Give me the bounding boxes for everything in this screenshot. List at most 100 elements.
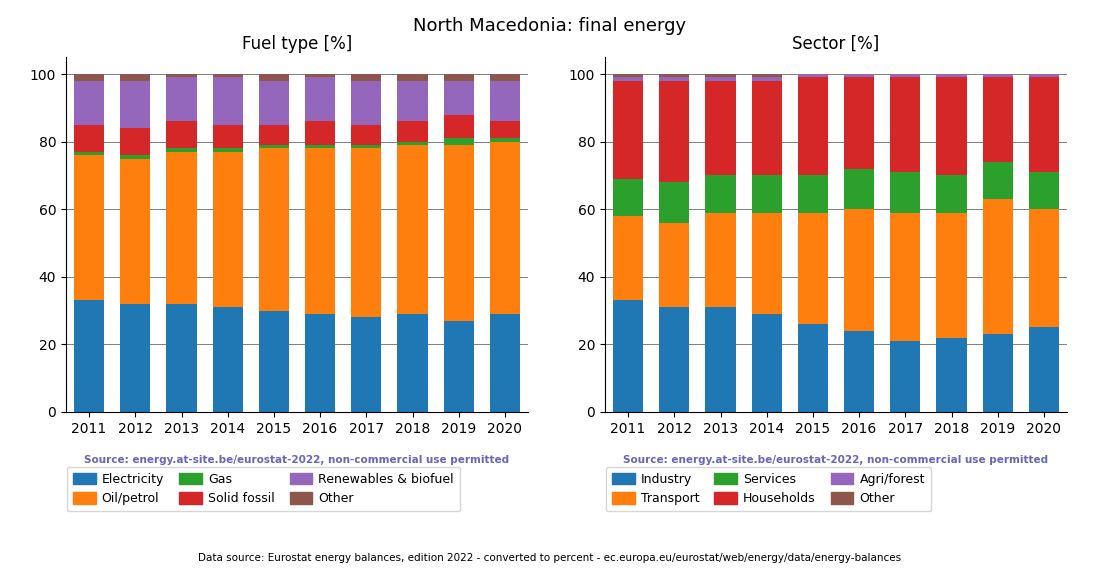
Bar [397,314,428,412]
Bar [659,223,690,307]
Bar [982,74,1013,77]
Title: Fuel type [%]: Fuel type [%] [242,35,352,53]
Bar [1028,74,1059,77]
Bar [397,142,428,145]
Bar [936,337,967,412]
Bar [659,182,690,223]
Bar [751,77,782,81]
Text: Data source: Eurostat energy balances, edition 2022 - converted to percent - ec.: Data source: Eurostat energy balances, e… [198,554,902,563]
Bar [305,148,336,314]
Bar [305,145,336,148]
Bar [936,77,967,176]
Bar [705,77,736,81]
Text: Source: energy.at-site.be/eurostat-2022, non-commercial use permitted: Source: energy.at-site.be/eurostat-2022,… [85,455,509,464]
Bar [844,209,875,331]
Text: North Macedonia: final energy: North Macedonia: final energy [414,17,686,35]
Bar [490,121,520,138]
Bar [936,74,967,77]
Bar [613,179,644,216]
Bar [212,152,243,307]
Bar [258,81,289,125]
Bar [490,74,520,81]
Bar [982,77,1013,162]
Bar [120,81,151,128]
Bar [890,77,921,172]
Bar [613,216,644,300]
Title: Sector [%]: Sector [%] [792,35,880,53]
Bar [1028,172,1059,209]
Bar [798,213,828,324]
Bar [890,213,921,341]
Bar [844,169,875,209]
Bar [490,81,520,121]
Bar [74,152,104,155]
Bar [443,145,474,321]
Bar [120,155,151,158]
Bar [397,145,428,314]
Bar [212,125,243,148]
Bar [74,155,104,300]
Bar [305,121,336,145]
Bar [844,74,875,77]
Bar [705,307,736,412]
Bar [751,74,782,77]
Bar [351,125,382,145]
Bar [798,324,828,412]
Bar [351,81,382,125]
Bar [351,145,382,148]
Bar [120,158,151,304]
Bar [798,74,828,77]
Bar [258,148,289,311]
Bar [490,142,520,314]
Bar [890,74,921,77]
Bar [120,74,151,81]
Bar [212,74,243,77]
Bar [443,321,474,412]
Bar [890,172,921,213]
Bar [166,304,197,412]
Bar [705,81,736,176]
Bar [305,314,336,412]
Bar [613,300,644,412]
Bar [443,74,474,81]
Bar [166,152,197,304]
Bar [844,331,875,412]
Bar [1028,77,1059,172]
Bar [443,114,474,138]
Bar [74,74,104,81]
Bar [751,314,782,412]
Bar [443,81,474,114]
Bar [74,125,104,152]
Bar [1028,327,1059,412]
Bar [982,334,1013,412]
Bar [166,121,197,148]
Bar [844,77,875,169]
Bar [659,74,690,77]
Bar [1028,209,1059,327]
Bar [212,307,243,412]
Bar [351,148,382,317]
Bar [166,148,197,152]
Bar [659,307,690,412]
Bar [613,74,644,77]
Bar [890,341,921,412]
Bar [751,81,782,176]
Bar [613,77,644,81]
Bar [74,300,104,412]
Text: Source: energy.at-site.be/eurostat-2022, non-commercial use permitted: Source: energy.at-site.be/eurostat-2022,… [624,455,1048,464]
Bar [258,125,289,145]
Bar [258,74,289,81]
Bar [120,128,151,155]
Bar [490,314,520,412]
Bar [74,81,104,125]
Bar [212,148,243,152]
Bar [258,311,289,412]
Bar [705,74,736,77]
Bar [490,138,520,142]
Bar [397,74,428,81]
Bar [397,81,428,121]
Bar [613,81,644,179]
Bar [936,176,967,213]
Bar [982,199,1013,334]
Bar [120,304,151,412]
